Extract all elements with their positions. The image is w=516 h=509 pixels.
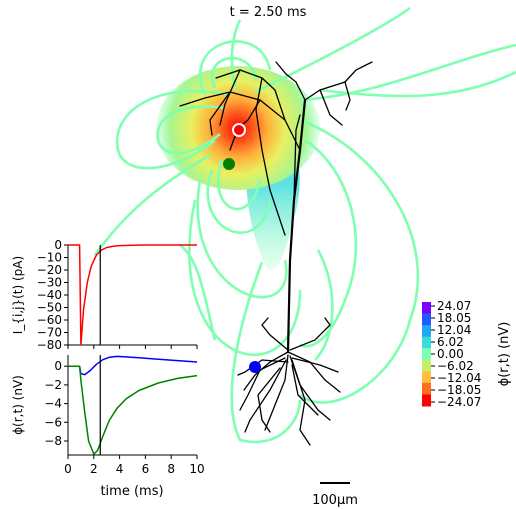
colorbar-tick-label: 6.02 — [437, 335, 464, 349]
contour-line — [156, 105, 226, 155]
dendrite — [275, 61, 306, 101]
scale-bar: 100μm — [312, 482, 358, 508]
colorbar-tick-label: −12.04 — [437, 371, 481, 385]
series-line — [68, 355, 198, 376]
x-tick-label: 0 — [64, 462, 72, 476]
colorbar-swatch — [422, 382, 431, 395]
electrode-marker-blue — [249, 361, 261, 373]
scale-bar-label: 100μm — [312, 493, 358, 508]
dendrite — [179, 91, 301, 151]
current-plot-ylabel: I_{i,j}(t) (pA) — [11, 256, 25, 334]
markers — [223, 123, 261, 373]
dendrite — [209, 91, 231, 136]
basal-dendrite — [291, 359, 311, 446]
colorbar-swatch — [422, 302, 431, 315]
colorbar-tick-label: 12.04 — [437, 323, 471, 337]
axon — [257, 367, 281, 433]
potential-plot: ϕ(r,t) (nV) time (ms) 0−2−4−6−80 2 4 6 8 10 — [11, 355, 205, 499]
y-tick-label: −30 — [37, 276, 62, 290]
x-tick-label: 8 — [167, 462, 175, 476]
contour-line — [198, 40, 272, 96]
contour-line — [254, 6, 411, 94]
potential-plot-xlabel: time (ms) — [100, 484, 163, 499]
y-tick-label: −8 — [44, 434, 62, 448]
colorbar-swatch — [422, 336, 431, 349]
potential-plot-ylabel: ϕ(r,t) (nV) — [11, 375, 25, 435]
y-tick-label: −2 — [44, 378, 62, 392]
colorbar-tick-label: 0.00 — [437, 347, 464, 361]
contour-lines — [93, 6, 516, 444]
y-tick-label: −10 — [37, 251, 62, 265]
contour-line — [93, 153, 211, 256]
dendrite — [255, 77, 286, 236]
contour-line — [299, 43, 516, 102]
contour-line — [314, 249, 334, 361]
colorbar-tick-label: −18.05 — [437, 383, 481, 397]
contour-line — [230, 19, 242, 91]
colorbar-swatch — [422, 394, 431, 407]
y-tick-label: −40 — [37, 288, 62, 302]
y-tick-label: −4 — [44, 397, 62, 411]
y-tick-label: −60 — [37, 313, 62, 327]
colorbar-tick-label: 24.07 — [437, 299, 471, 313]
colorbar-swatch — [422, 348, 431, 361]
contour-line — [299, 118, 420, 404]
x-tick-label: 4 — [116, 462, 124, 476]
basal-dendrite — [291, 357, 339, 373]
dendrite — [293, 114, 301, 201]
colorbar-label: ϕ(r,t) (nV) — [497, 322, 512, 387]
colorbar-tick-label: −24.07 — [437, 395, 481, 409]
colorbar-tick-label: −6.02 — [437, 359, 474, 373]
electrode-marker-green — [223, 158, 235, 170]
dendrite — [319, 89, 343, 126]
y-tick-label: −50 — [37, 301, 62, 315]
dendrite — [344, 81, 351, 111]
colorbar-swatch — [422, 313, 431, 326]
axon — [291, 364, 319, 416]
series-line — [68, 365, 198, 455]
x-tick-label: 10 — [189, 462, 204, 476]
colorbar-swatch — [422, 359, 431, 372]
current-source-marker — [232, 123, 246, 137]
y-tick-label: −70 — [37, 326, 62, 340]
colorbar: ϕ(r,t) (nV) 24.0718.0512.046.020.00−6.02… — [422, 299, 512, 409]
current-plot: I_{i,j}(t) (pA) 0−10−20−30−40−50−60−70−8… — [11, 238, 198, 352]
contour-line — [206, 169, 272, 234]
basal-dendrite — [287, 351, 341, 393]
contour-line — [216, 159, 262, 211]
contour-line — [179, 243, 217, 341]
figure-title: t = 2.50 ms — [230, 5, 307, 20]
y-tick-label: −6 — [44, 415, 62, 429]
basal-dendrite — [264, 354, 289, 431]
y-tick-label: 0 — [54, 359, 62, 373]
contour-line — [230, 261, 302, 444]
basal-dendrite — [239, 357, 286, 411]
x-tick-label: 2 — [90, 462, 98, 476]
basal-dendrite — [261, 317, 289, 351]
colorbar-swatch — [422, 371, 431, 384]
y-tick-label: 0 — [54, 238, 62, 252]
colorbar-swatch — [422, 325, 431, 338]
contour-line — [188, 199, 302, 357]
y-tick-label: −20 — [37, 263, 62, 277]
y-tick-label: −80 — [37, 338, 62, 352]
contour-line — [196, 179, 288, 299]
contour-line — [115, 89, 231, 170]
x-tick-label: 6 — [142, 462, 150, 476]
series-line — [68, 244, 197, 346]
colorbar-tick-label: 18.05 — [437, 311, 471, 325]
dendrite — [219, 69, 241, 126]
basal-dendrite — [289, 317, 331, 351]
contour-line — [211, 56, 258, 89]
contour-line — [299, 138, 358, 348]
dendrite — [229, 99, 261, 151]
neuron-morphology — [179, 61, 373, 446]
